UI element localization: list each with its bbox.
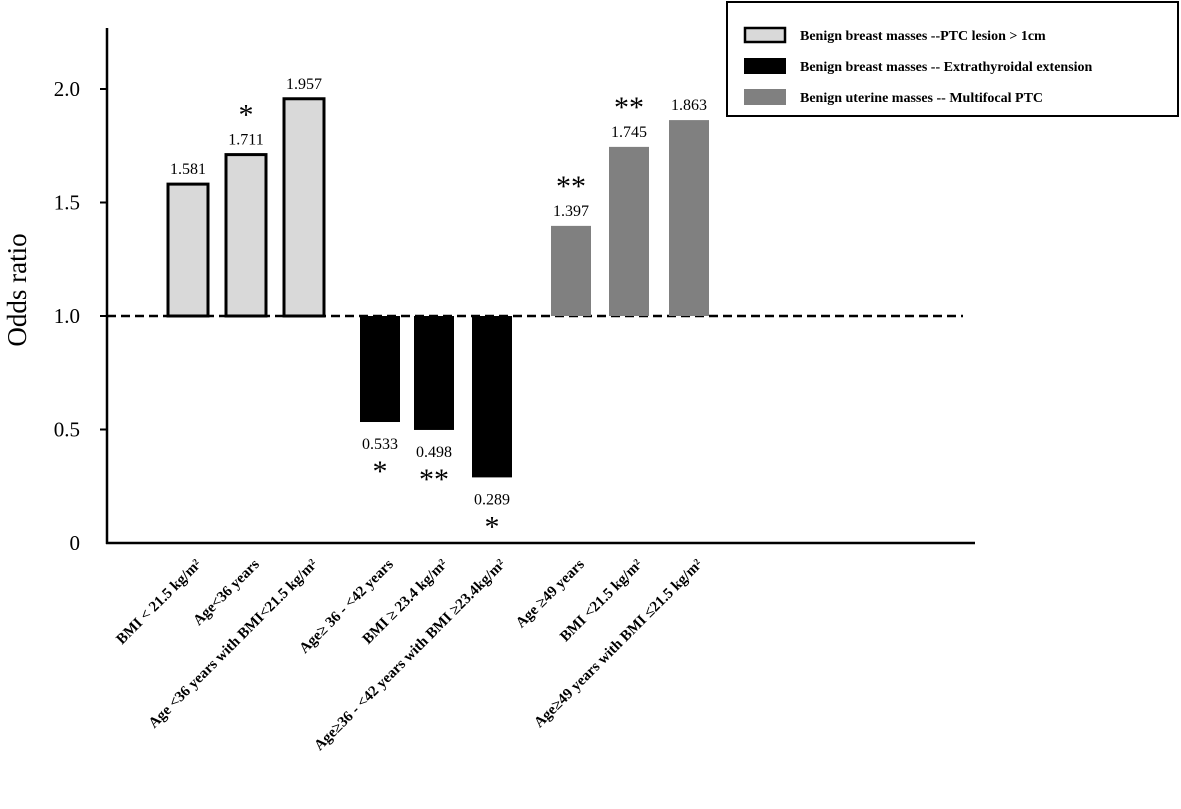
significance-marker: ** — [614, 91, 644, 124]
bar — [414, 316, 454, 430]
legend-label: Benign breast masses -- Extrathyroidal e… — [800, 60, 1093, 75]
legend-box — [726, 1, 1179, 117]
data-label: 1.863 — [671, 97, 707, 114]
legend: Benign breast masses --PTC lesion > 1cm B… — [726, 1, 1179, 117]
legend-swatch — [744, 89, 786, 105]
y-axis-label: Odds ratio — [2, 233, 32, 346]
bar — [224, 153, 268, 318]
bars — [166, 97, 709, 478]
y-tick-label: 2.0 — [54, 77, 80, 101]
data-label: 1.581 — [170, 161, 206, 178]
data-label: 1.957 — [286, 76, 322, 93]
data-label: 1.711 — [228, 132, 263, 149]
data-label: 0.289 — [474, 491, 510, 508]
y-tick-label: 0 — [70, 531, 81, 555]
y-tick-label: 1.0 — [54, 304, 80, 328]
significance-marker: * — [239, 99, 254, 132]
significance-marker: ** — [419, 463, 449, 496]
bar — [609, 146, 649, 316]
data-label: 1.745 — [611, 124, 647, 141]
y-tick-label: 0.5 — [54, 418, 80, 442]
significance-marker: * — [373, 455, 388, 488]
legend-label: Benign uterine masses -- Multifocal PTC — [800, 91, 1043, 106]
bar — [360, 316, 400, 423]
data-label: 0.533 — [362, 436, 398, 453]
bar — [166, 182, 210, 318]
data-label: 1.397 — [553, 203, 589, 220]
category-label: BMI < 21.5 kg/m² — [114, 556, 206, 648]
bar — [551, 225, 591, 316]
bar — [669, 120, 709, 316]
significance-marker: * — [485, 510, 500, 543]
legend-swatch — [744, 58, 786, 74]
y-tick-label: 1.5 — [54, 191, 80, 215]
significance-marker: ** — [556, 170, 586, 203]
bar — [282, 97, 326, 318]
legend-swatch — [743, 26, 787, 44]
legend-label: Benign breast masses --PTC lesion > 1cm — [800, 29, 1046, 44]
bar — [472, 316, 512, 478]
data-label: 0.498 — [416, 444, 452, 461]
